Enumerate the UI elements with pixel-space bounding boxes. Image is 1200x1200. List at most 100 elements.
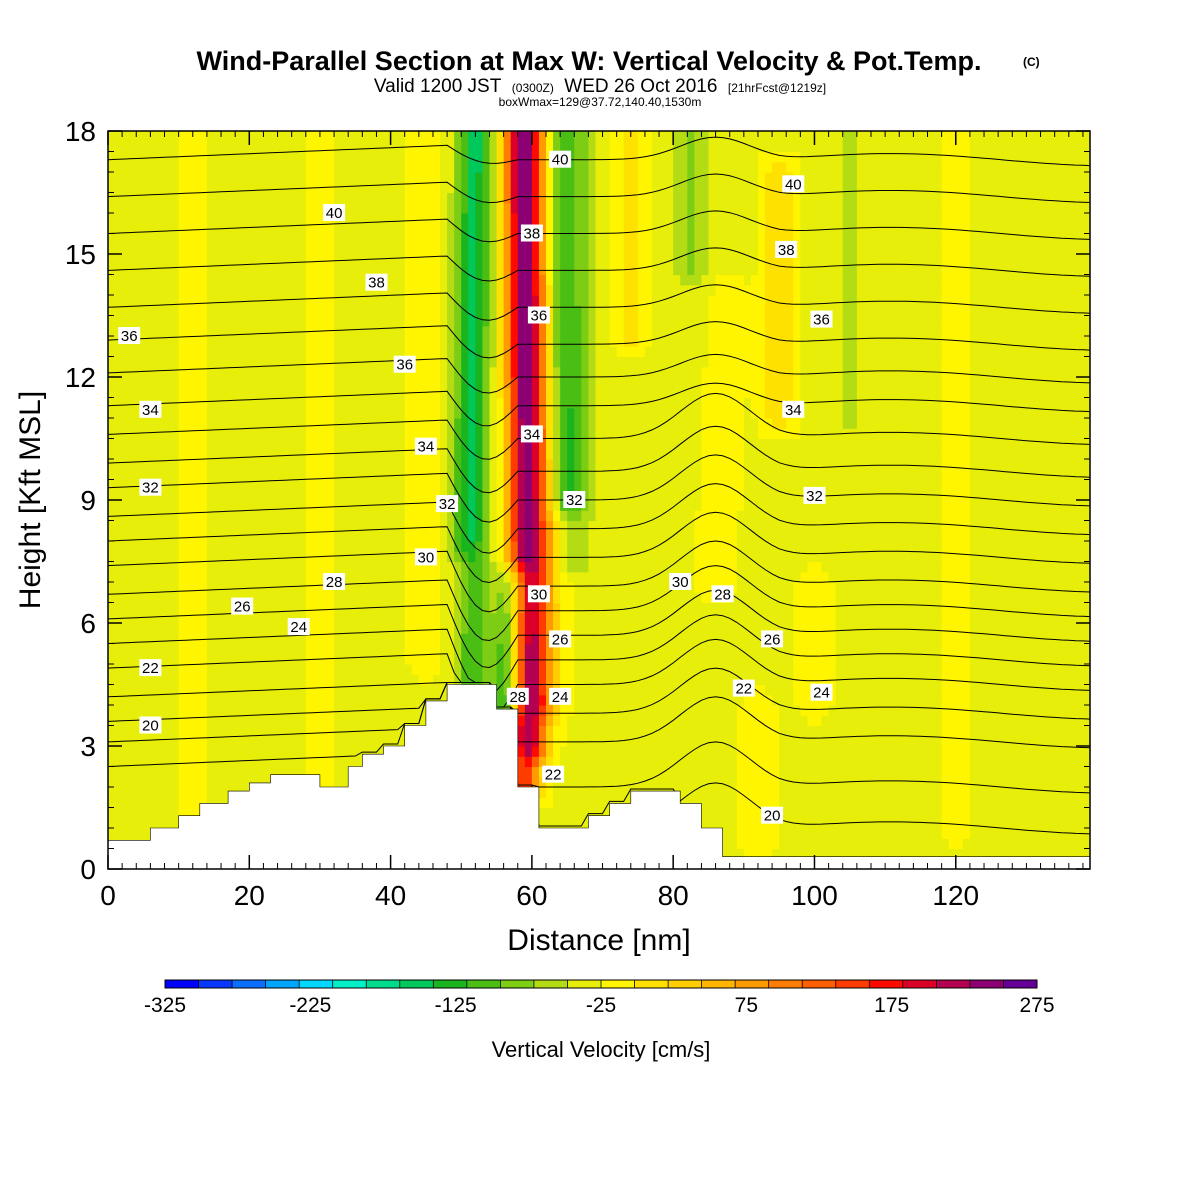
velocity-cell	[157, 612, 166, 624]
velocity-cell	[115, 582, 123, 593]
velocity-cell	[312, 592, 321, 604]
velocity-cell	[327, 418, 335, 429]
velocity-cell	[588, 735, 597, 747]
velocity-cell	[482, 172, 491, 183]
velocity-cell	[376, 213, 385, 224]
velocity-cell	[221, 172, 229, 183]
velocity-cell	[157, 735, 166, 747]
velocity-cell	[447, 418, 455, 429]
velocity-cell	[249, 459, 257, 470]
velocity-cell	[157, 787, 166, 798]
velocity-cell	[383, 520, 392, 532]
velocity-cell	[221, 356, 229, 368]
velocity-cell	[263, 623, 272, 634]
velocity-cell	[115, 479, 123, 491]
velocity-cell	[122, 623, 130, 634]
velocity-cell	[327, 653, 335, 665]
velocity-cell	[143, 797, 151, 809]
velocity-cell	[560, 305, 568, 317]
velocity-cell	[461, 541, 469, 552]
velocity-cell	[362, 315, 370, 327]
velocity-cell	[129, 674, 137, 686]
velocity-cell	[404, 172, 413, 183]
velocity-cell	[235, 489, 243, 501]
velocity-cell	[546, 182, 554, 194]
velocity-cell	[213, 510, 222, 522]
velocity-cell	[531, 500, 540, 511]
velocity-cell	[475, 151, 484, 163]
velocity-cell	[482, 500, 491, 511]
velocity-cell	[348, 592, 356, 604]
velocity-cell	[327, 735, 335, 747]
velocity-cell	[129, 623, 137, 634]
velocity-cell	[235, 336, 243, 347]
velocity-cell	[503, 305, 512, 317]
velocity-cell	[213, 674, 222, 686]
velocity-cell	[362, 387, 370, 399]
velocity-cell	[312, 756, 321, 768]
velocity-cell	[503, 469, 512, 481]
velocity-cell	[164, 428, 173, 440]
velocity-cell	[404, 684, 413, 696]
velocity-cell	[319, 541, 328, 552]
velocity-cell	[341, 561, 349, 573]
velocity-cell	[164, 664, 173, 675]
velocity-cell	[213, 192, 222, 204]
velocity-cell	[362, 264, 370, 276]
velocity-cell	[164, 438, 173, 450]
velocity-cell	[574, 571, 582, 583]
velocity-cell	[432, 571, 441, 583]
velocity-cell	[334, 161, 342, 173]
velocity-cell	[348, 397, 356, 409]
velocity-cell	[199, 705, 208, 716]
velocity-cell	[164, 182, 173, 194]
velocity-cell	[489, 438, 498, 450]
velocity-cell	[312, 295, 321, 306]
velocity-cell	[567, 438, 575, 450]
velocity-cell	[312, 643, 321, 655]
velocity-cell	[199, 448, 208, 460]
velocity-cell	[185, 746, 194, 757]
velocity-cell	[348, 551, 356, 563]
velocity-cell	[567, 141, 575, 153]
velocity-cell	[327, 520, 335, 532]
velocity-cell	[221, 274, 229, 286]
velocity-cell	[157, 284, 166, 296]
velocity-cell	[468, 264, 476, 276]
velocity-cell	[475, 397, 484, 409]
velocity-cell	[390, 305, 399, 317]
velocity-cell	[213, 787, 222, 798]
velocity-cell	[503, 284, 512, 296]
velocity-cell	[489, 305, 498, 317]
velocity-cell	[164, 356, 173, 368]
velocity-cell	[164, 725, 173, 737]
velocity-cell	[369, 479, 378, 491]
velocity-cell	[327, 305, 335, 317]
velocity-cell	[425, 582, 434, 593]
velocity-cell	[235, 705, 243, 716]
velocity-cell	[284, 274, 293, 286]
velocity-cell	[581, 787, 589, 798]
velocity-cell	[192, 305, 201, 317]
velocity-cell	[136, 192, 144, 204]
velocity-cell	[362, 161, 370, 173]
velocity-cell	[503, 571, 512, 583]
velocity-cell	[213, 264, 222, 276]
velocity-cell	[327, 766, 335, 778]
velocity-cell	[242, 182, 250, 194]
velocity-cell	[461, 366, 469, 378]
velocity-cell	[192, 377, 201, 388]
velocity-cell	[461, 530, 469, 542]
velocity-cell	[235, 756, 243, 768]
velocity-cell	[383, 428, 392, 440]
velocity-cell	[178, 664, 187, 675]
velocity-cell	[432, 664, 441, 675]
velocity-cell	[192, 561, 201, 573]
velocity-cell	[277, 756, 286, 768]
velocity-cell	[588, 674, 597, 686]
velocity-cell	[192, 541, 201, 552]
velocity-cell	[291, 551, 300, 563]
velocity-cell	[390, 315, 399, 327]
velocity-cell	[397, 551, 406, 563]
velocity-cell	[560, 377, 568, 388]
